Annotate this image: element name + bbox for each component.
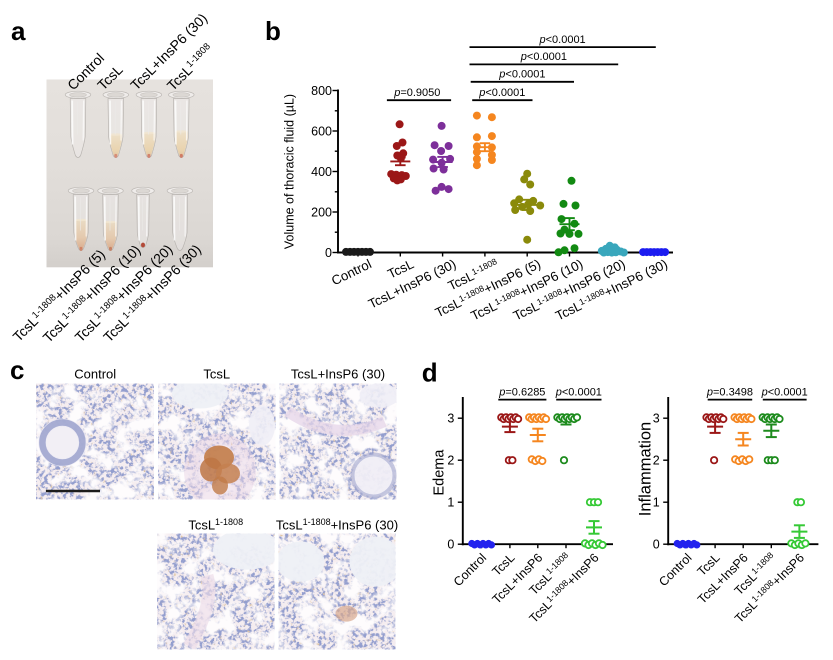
svg-text:p<0.0001: p<0.0001: [498, 69, 545, 81]
svg-text:p<0.0001: p<0.0001: [478, 87, 525, 99]
svg-text:Control: Control: [451, 551, 489, 589]
svg-text:p=0.9050: p=0.9050: [393, 87, 440, 99]
svg-text:TcsL+InsP6 (30): TcsL+InsP6 (30): [291, 367, 385, 382]
svg-text:TcsL1-1808: TcsL1-1808: [188, 517, 243, 533]
svg-text:200: 200: [311, 205, 332, 219]
svg-text:0: 0: [653, 538, 660, 552]
svg-text:TcsL1-1808+InsP6 (30): TcsL1-1808+InsP6 (30): [276, 517, 398, 533]
svg-text:a: a: [11, 16, 26, 46]
svg-text:c: c: [10, 355, 24, 385]
svg-text:3: 3: [447, 412, 454, 426]
svg-text:2: 2: [447, 454, 454, 468]
svg-text:Edema: Edema: [431, 449, 447, 496]
svg-text:2: 2: [653, 454, 660, 468]
svg-text:1: 1: [447, 496, 454, 510]
svg-text:0: 0: [325, 246, 332, 260]
svg-text:Control: Control: [656, 551, 694, 589]
svg-text:p=0.6285: p=0.6285: [498, 386, 545, 398]
svg-text:Inflammation: Inflammation: [637, 422, 655, 516]
svg-text:p<0.0001: p<0.0001: [555, 386, 602, 398]
svg-text:1: 1: [653, 496, 660, 510]
svg-text:600: 600: [311, 124, 332, 138]
svg-text:p<0.0001: p<0.0001: [761, 386, 808, 398]
svg-text:d: d: [422, 357, 438, 387]
svg-text:TcsL: TcsL: [203, 367, 230, 382]
svg-text:0: 0: [447, 538, 454, 552]
svg-text:400: 400: [311, 165, 332, 179]
svg-text:3: 3: [653, 412, 660, 426]
svg-text:p=0.3498: p=0.3498: [706, 386, 753, 398]
svg-text:p<0.0001: p<0.0001: [520, 51, 567, 63]
svg-text:Volume of thoracic fluid (µL): Volume of thoracic fluid (µL): [283, 94, 297, 249]
svg-text:800: 800: [311, 84, 332, 98]
svg-text:Control: Control: [74, 367, 116, 382]
svg-text:b: b: [265, 16, 281, 46]
svg-text:Control: Control: [329, 256, 374, 288]
svg-text:p<0.0001: p<0.0001: [538, 34, 585, 46]
